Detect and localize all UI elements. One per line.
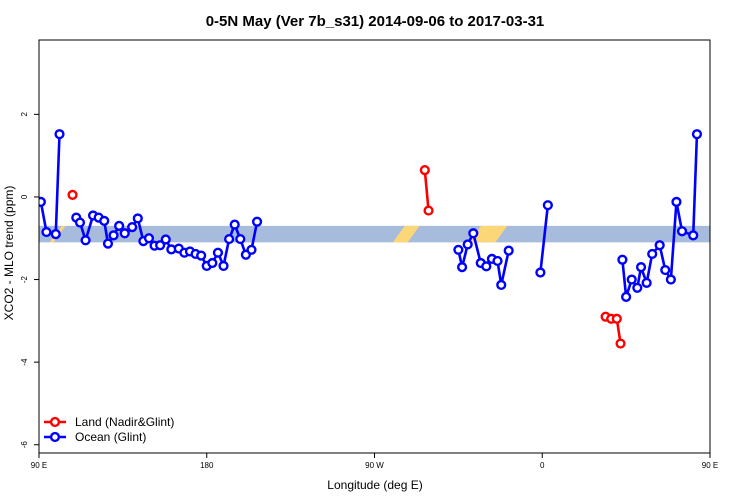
y-tick-label: 0 — [20, 194, 29, 199]
series-2 — [39, 129, 750, 302]
y-axis-label: XCO2 - MLO trend (ppm) — [2, 186, 16, 321]
series-2-point — [647, 248, 658, 260]
series-2-point — [218, 260, 229, 272]
series-2-point — [654, 240, 665, 251]
x-tick-label: 90 W — [365, 461, 384, 470]
series-2-point — [119, 228, 130, 239]
series-2-point — [160, 234, 171, 245]
series-layer — [39, 129, 750, 349]
series-2-point — [102, 238, 114, 249]
reference-band-highlight-2 — [392, 225, 420, 243]
series-2-point — [665, 274, 676, 285]
series-2-point — [457, 262, 468, 273]
series-2-point — [196, 250, 207, 261]
y-tick-label: -6 — [20, 441, 29, 449]
x-tick-label: 90 E — [702, 461, 718, 470]
series-2-point — [99, 215, 110, 226]
series-2-point — [481, 261, 492, 272]
series-2-point — [54, 129, 65, 140]
series-2-point — [39, 196, 46, 207]
series-2-point — [155, 240, 166, 251]
series-2-point — [738, 213, 746, 221]
legend-label-2: Ocean (Glint) — [75, 430, 146, 444]
series-2-point — [635, 262, 647, 273]
y-tick-label: -4 — [20, 358, 29, 366]
x-tick-label: 90 E — [31, 461, 47, 470]
series-2-point — [503, 245, 514, 256]
y-tick-label: -2 — [20, 275, 29, 283]
series-2-point — [676, 226, 688, 237]
series-2-point — [641, 277, 652, 288]
legend-marker-2 — [49, 431, 61, 443]
series-2-point — [743, 216, 750, 224]
series-1-point — [611, 313, 622, 324]
series-2-point — [453, 244, 464, 255]
series-2-point — [212, 247, 224, 258]
series-2-point — [251, 216, 263, 227]
reference-band-bar — [39, 225, 710, 243]
x-axis: 90 E 180 90 W 0 90 E — [31, 453, 718, 470]
x-tick-label: 0 — [540, 461, 545, 470]
reference-band-highlight-3 — [469, 225, 508, 243]
series-2-point — [50, 229, 61, 240]
series-2-point — [542, 200, 553, 211]
series-2-line-5 — [621, 134, 699, 299]
series-2-point — [691, 129, 703, 140]
chart-title: 0-5N May (Ver 7b_s31) 2014-09-06 to 2017… — [206, 13, 545, 30]
series-2-point — [723, 236, 731, 244]
series-2-point — [108, 230, 119, 241]
series-2-point — [127, 221, 138, 233]
plot-frame — [38, 39, 711, 454]
series-2-point — [712, 214, 720, 222]
series-2-point — [621, 291, 632, 302]
series-2-point — [207, 257, 218, 269]
series-1-point — [67, 189, 78, 200]
x-axis-label: Longitude (deg E) — [327, 478, 422, 492]
series-2-point — [80, 235, 91, 246]
series-2-point — [224, 233, 235, 245]
series-2-point — [626, 274, 637, 285]
series-2-point — [617, 254, 628, 265]
series-2-point — [229, 219, 240, 230]
series-2-point — [41, 226, 52, 238]
series-2-point — [143, 233, 155, 244]
reference-band — [39, 225, 710, 243]
series-2-line-6 — [716, 214, 750, 243]
series-2-point — [132, 213, 143, 224]
series-2-point — [468, 228, 479, 239]
series-1-point — [615, 338, 626, 349]
x-tick-label: 180 — [200, 461, 214, 470]
y-tick-label: 2 — [20, 112, 29, 117]
series-2-point — [74, 217, 86, 228]
series-2-point — [632, 282, 643, 293]
series-2-point — [717, 219, 725, 227]
series-1-point — [423, 205, 434, 216]
series-2-point — [114, 220, 125, 231]
legend-marker-1 — [49, 416, 61, 428]
series-1-line-2 — [423, 169, 430, 211]
series-2-point — [496, 279, 507, 291]
series-2-point — [535, 267, 546, 278]
legend: Land (Nadir&Glint)Ocean (Glint) — [44, 415, 174, 444]
series-2-point — [688, 230, 699, 241]
series-2-point — [660, 264, 671, 276]
series-2-line-4 — [539, 205, 550, 273]
series-2-point — [235, 233, 246, 245]
series-1 — [67, 164, 626, 349]
y-axis: -6 -4 -2 0 2 — [20, 112, 39, 449]
series-2-point — [246, 244, 257, 255]
legend-label-1: Land (Nadir&Glint) — [75, 415, 174, 429]
series-2-line-1 — [39, 134, 61, 236]
series-2-point — [730, 210, 738, 218]
series-2-point — [492, 255, 503, 267]
series-2-point — [671, 196, 682, 207]
series-1-point — [419, 164, 430, 176]
series-2-point — [462, 239, 473, 250]
